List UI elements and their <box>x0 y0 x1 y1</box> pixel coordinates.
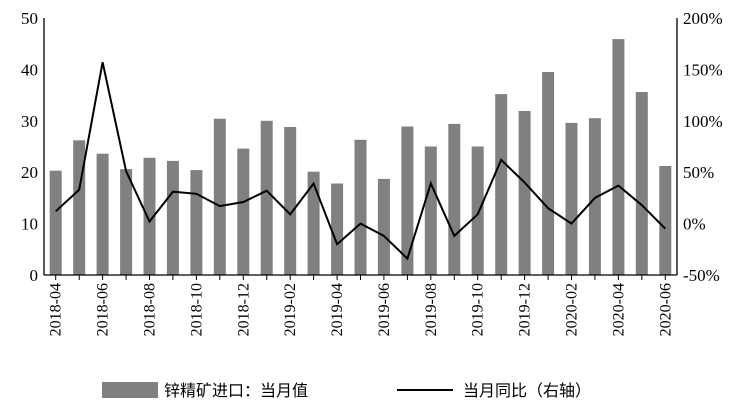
y-left-tick-label: 50 <box>21 9 38 28</box>
y-right-tick-label: -50% <box>683 266 720 285</box>
x-tick-label: 2019-10 <box>470 283 487 336</box>
bar-2019-08 <box>424 146 437 275</box>
y-right-tick-label: 100% <box>683 112 723 131</box>
bar-2018-06 <box>96 153 109 275</box>
legend-bar-label: 锌精矿进口：当月值 <box>164 381 308 400</box>
y-right-tick-label: 50% <box>683 163 714 182</box>
bar-2020-05 <box>635 92 648 275</box>
bar-2019-01 <box>260 120 273 275</box>
bar-2020-06 <box>659 166 672 275</box>
x-tick-label: 2019-02 <box>282 283 299 336</box>
bar-2019-11 <box>495 94 508 275</box>
y-right-tick-label: 150% <box>683 60 723 79</box>
bar-2019-10 <box>471 146 484 275</box>
x-tick-label: 2020-02 <box>564 283 581 336</box>
bar-2019-02 <box>284 127 297 275</box>
y-left-tick-label: 0 <box>30 266 39 285</box>
x-tick-label: 2018-06 <box>95 283 112 336</box>
y-right-tick-label: 0% <box>683 215 706 234</box>
y-axis-left-ticks: 0 10 20 30 40 50 <box>21 9 38 285</box>
x-tick-label: 2019-12 <box>517 283 534 336</box>
bar-2019-03 <box>307 171 320 275</box>
x-tick-label: 2019-04 <box>329 283 346 336</box>
bar-2018-07 <box>120 169 133 275</box>
y-left-tick-label: 20 <box>21 163 38 182</box>
bar-2018-04 <box>49 170 62 275</box>
bar-2019-06 <box>377 178 390 275</box>
x-tick-label: 2018-10 <box>188 283 205 336</box>
legend: 锌精矿进口：当月值 当月同比（右轴） <box>102 381 591 400</box>
bar-2020-01 <box>542 72 555 275</box>
x-tick-label: 2019-06 <box>376 283 393 336</box>
bars-layer <box>49 39 672 276</box>
x-tick-label: 2018-12 <box>235 283 252 336</box>
y-left-tick-label: 30 <box>21 112 38 131</box>
bar-2020-04 <box>612 39 625 275</box>
bar-2020-03 <box>588 118 601 275</box>
bar-2018-10 <box>190 170 203 275</box>
bar-2020-02 <box>565 122 578 276</box>
bar-2019-12 <box>518 111 531 275</box>
x-tick-label: 2019-08 <box>423 283 440 336</box>
y-left-tick-label: 10 <box>21 215 38 234</box>
legend-line-label: 当月同比（右轴） <box>463 381 591 400</box>
plot-area <box>43 18 678 276</box>
bar-2018-12 <box>237 148 250 275</box>
bar-2019-05 <box>354 139 367 275</box>
x-axis-ticks: 2018-04 2018-06 2018-08 2018-10 2018-12 2019-… <box>48 275 674 336</box>
x-tick-label: 2020-06 <box>657 283 674 336</box>
bar-2018-05 <box>73 140 86 275</box>
bar-2019-09 <box>448 123 461 276</box>
y-right-tick-label: 200% <box>683 9 723 28</box>
x-tick-label: 2018-08 <box>142 283 159 336</box>
y-axis-right-ticks: -50% 0% 50% 100% 150% 200% <box>683 9 723 285</box>
legend-bar-swatch <box>102 382 158 398</box>
bar-2019-04 <box>331 183 344 275</box>
bar-2019-07 <box>401 126 414 275</box>
bar-2018-09 <box>166 160 179 275</box>
bar-2018-08 <box>143 157 156 275</box>
bar-2018-11 <box>213 118 226 275</box>
x-tick-label: 2020-04 <box>610 283 627 336</box>
x-tick-label: 2018-04 <box>48 283 65 336</box>
yoy-line-series <box>55 61 667 261</box>
y-left-tick-label: 40 <box>21 60 38 79</box>
